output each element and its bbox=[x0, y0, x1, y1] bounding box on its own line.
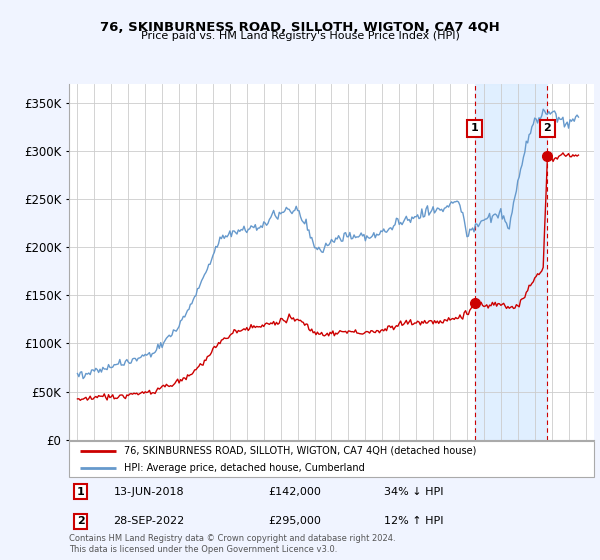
Text: This data is licensed under the Open Government Licence v3.0.: This data is licensed under the Open Gov… bbox=[69, 545, 337, 554]
Text: 76, SKINBURNESS ROAD, SILLOTH, WIGTON, CA7 4QH: 76, SKINBURNESS ROAD, SILLOTH, WIGTON, C… bbox=[100, 21, 500, 34]
Text: Price paid vs. HM Land Registry's House Price Index (HPI): Price paid vs. HM Land Registry's House … bbox=[140, 31, 460, 41]
Text: £295,000: £295,000 bbox=[269, 516, 322, 526]
Text: 2: 2 bbox=[544, 123, 551, 133]
Text: 34% ↓ HPI: 34% ↓ HPI bbox=[384, 487, 443, 497]
Text: 13-JUN-2018: 13-JUN-2018 bbox=[113, 487, 184, 497]
Text: Contains HM Land Registry data © Crown copyright and database right 2024.: Contains HM Land Registry data © Crown c… bbox=[69, 534, 395, 543]
Text: HPI: Average price, detached house, Cumberland: HPI: Average price, detached house, Cumb… bbox=[124, 463, 365, 473]
Text: £142,000: £142,000 bbox=[269, 487, 322, 497]
Text: 1: 1 bbox=[77, 487, 85, 497]
Text: 2: 2 bbox=[77, 516, 85, 526]
Text: 12% ↑ HPI: 12% ↑ HPI bbox=[384, 516, 443, 526]
Text: 28-SEP-2022: 28-SEP-2022 bbox=[113, 516, 185, 526]
FancyBboxPatch shape bbox=[69, 441, 594, 477]
Text: 1: 1 bbox=[471, 123, 478, 133]
Bar bbox=[475, 84, 547, 440]
Text: 76, SKINBURNESS ROAD, SILLOTH, WIGTON, CA7 4QH (detached house): 76, SKINBURNESS ROAD, SILLOTH, WIGTON, C… bbox=[124, 446, 476, 456]
